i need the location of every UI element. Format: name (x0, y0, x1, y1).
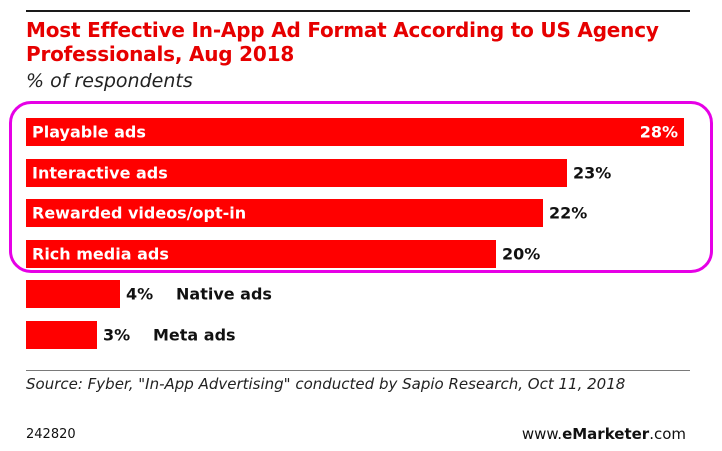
category-label-playable-ads: Playable ads (32, 123, 146, 142)
top-rule (26, 10, 690, 12)
bar-native-ads (26, 280, 120, 308)
brand-prefix: www. (521, 425, 563, 443)
category-label-rich-media-ads: Rich media ads (32, 245, 169, 264)
category-label-meta-ads: Meta ads (153, 326, 236, 345)
chart-subtitle: % of respondents (26, 70, 193, 92)
brand-logo-text: www.eMarketer.com (522, 425, 686, 443)
brand-suffix: .com (649, 425, 686, 443)
value-label-playable-ads: 28% (640, 123, 678, 142)
bar-rich-media-ads (26, 240, 496, 268)
value-label-meta-ads: 3% (103, 326, 130, 345)
bar-playable-ads (26, 118, 684, 146)
value-label-interactive-ads: 23% (573, 164, 611, 183)
highlight-annotation (9, 101, 713, 273)
chart-id: 242820 (26, 427, 76, 442)
value-label-rewarded-videos-opt-in: 22% (549, 204, 587, 223)
category-label-native-ads: Native ads (176, 285, 272, 304)
bar-meta-ads (26, 321, 97, 349)
bar-rewarded-videos-opt-in (26, 199, 543, 227)
chart-title: Most Effective In-App Ad Format Accordin… (26, 18, 659, 66)
category-label-rewarded-videos-opt-in: Rewarded videos/opt-in (32, 204, 246, 223)
source-note: Source: Fyber, "In-App Advertising" cond… (26, 375, 626, 393)
category-label-interactive-ads: Interactive ads (32, 164, 168, 183)
brand-name: eMarketer (562, 425, 650, 443)
bar-interactive-ads (26, 159, 567, 187)
value-label-rich-media-ads: 20% (502, 245, 540, 264)
value-label-native-ads: 4% (126, 285, 153, 304)
footer-rule (26, 370, 690, 371)
